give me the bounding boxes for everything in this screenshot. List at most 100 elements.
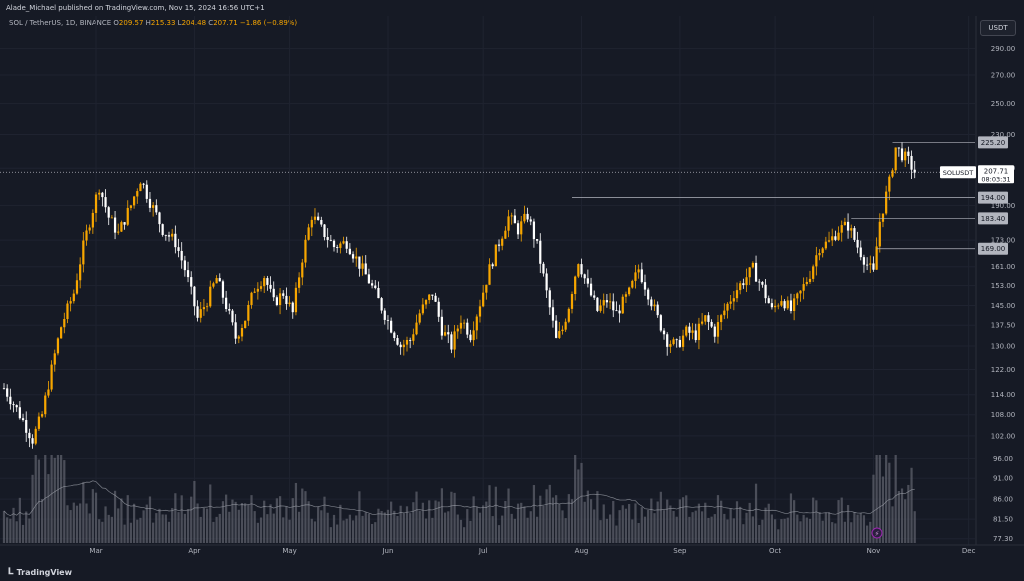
- volume-bar: [456, 514, 459, 543]
- candle-body: [662, 330, 666, 335]
- candle-body: [742, 283, 745, 286]
- candle-body: [815, 255, 818, 267]
- candle-body: [332, 240, 336, 248]
- candle-body: [136, 191, 139, 197]
- candle-body: [310, 219, 313, 228]
- candle-body: [104, 197, 107, 208]
- candle-body: [190, 277, 193, 287]
- candle-body: [6, 388, 9, 397]
- volume-bar: [647, 509, 650, 543]
- candle-body: [602, 300, 605, 306]
- candle-body: [799, 290, 802, 294]
- volume-bar: [44, 455, 47, 543]
- candle-body: [577, 264, 580, 277]
- volume-bar: [653, 513, 656, 543]
- volume-bar: [443, 512, 447, 543]
- volume-bar: [780, 519, 783, 543]
- volume-bar: [342, 520, 345, 543]
- volume-bar: [326, 512, 329, 543]
- candle-body: [754, 262, 758, 282]
- candle-body: [678, 339, 682, 347]
- volume-bar: [266, 514, 269, 543]
- volume-bar: [602, 504, 605, 543]
- volume-bar: [402, 513, 405, 543]
- volume-bar: [263, 500, 266, 543]
- volume-bar: [193, 480, 196, 543]
- volume-bar: [729, 508, 732, 543]
- volume-bar: [221, 501, 225, 543]
- volume-bar: [634, 503, 637, 543]
- candle-body: [450, 334, 453, 350]
- volume-bar: [859, 513, 862, 543]
- candle-body: [294, 287, 298, 313]
- volume-bar: [551, 497, 555, 543]
- volume-bar: [225, 494, 228, 543]
- candle-body: [555, 320, 558, 338]
- volume-bar: [117, 508, 120, 543]
- candle-body: [808, 278, 812, 282]
- candle-body: [643, 282, 647, 290]
- volume-bar: [440, 488, 444, 543]
- volume-bar: [824, 512, 827, 543]
- current-price-value: 207.71: [984, 167, 1009, 175]
- candle-body: [491, 264, 494, 267]
- volume-bar: [662, 510, 666, 543]
- volume-bar: [897, 490, 900, 543]
- candle-body: [405, 339, 409, 345]
- candle-body: [348, 248, 351, 255]
- candle-body: [545, 273, 548, 291]
- time-tick-label: Dec: [962, 547, 976, 555]
- candle-body: [253, 291, 256, 293]
- candle-body: [291, 302, 294, 313]
- price-tick-label: 250.00: [991, 100, 1016, 108]
- candle-body: [434, 295, 437, 302]
- candle-body: [34, 428, 37, 444]
- price-tick-label: 137.50: [991, 322, 1016, 330]
- volume-bar: [75, 505, 79, 543]
- candle-body: [846, 221, 850, 231]
- volume-bar: [380, 511, 383, 543]
- volume-bar: [875, 455, 878, 543]
- candle-body: [393, 332, 396, 339]
- volume-bar: [136, 519, 139, 543]
- candle-body: [225, 297, 228, 310]
- volume-bar: [894, 455, 897, 543]
- candle-body: [748, 267, 751, 278]
- candle-body: [459, 322, 463, 329]
- candle-body: [418, 313, 421, 323]
- volume-bar: [818, 512, 821, 543]
- candle-body: [758, 281, 761, 283]
- candle-body: [913, 169, 916, 173]
- time-tick-label: Jul: [478, 547, 488, 555]
- candlestick-chart[interactable]: 290.00270.00250.00230.00210.00190.00173.…: [0, 0, 1024, 563]
- volume-bar: [770, 514, 774, 543]
- candle-body: [875, 246, 878, 270]
- volume-bar: [691, 512, 694, 543]
- tradingview-brand[interactable]: 𝐋 TradingView: [8, 567, 72, 577]
- volume-bar: [643, 516, 647, 543]
- volume-bar: [672, 510, 675, 543]
- candle-body: [256, 288, 259, 292]
- candle-body: [212, 283, 215, 287]
- candle-body: [21, 418, 25, 421]
- candle-body: [802, 284, 805, 291]
- price-tick-label: 114.00: [991, 391, 1016, 399]
- volume-bar: [656, 501, 659, 543]
- candle-body: [342, 241, 345, 244]
- candle-body: [28, 432, 31, 439]
- volume-bar: [821, 520, 824, 543]
- volume-bar: [132, 503, 136, 543]
- currency-selector-button[interactable]: USDT: [980, 20, 1016, 36]
- volume-bar: [786, 517, 789, 543]
- candle-body: [612, 301, 615, 311]
- candle-body: [132, 196, 136, 206]
- candle-body: [751, 262, 754, 268]
- volume-bar: [910, 467, 913, 543]
- volume-bar: [158, 508, 161, 543]
- candle-body: [205, 306, 209, 308]
- volume-bar: [742, 524, 745, 543]
- publisher-bar: Alade_Michael published on TradingView.c…: [0, 0, 1024, 16]
- volume-bar: [142, 510, 145, 543]
- volume-bar: [421, 502, 424, 543]
- volume-bar: [767, 503, 770, 543]
